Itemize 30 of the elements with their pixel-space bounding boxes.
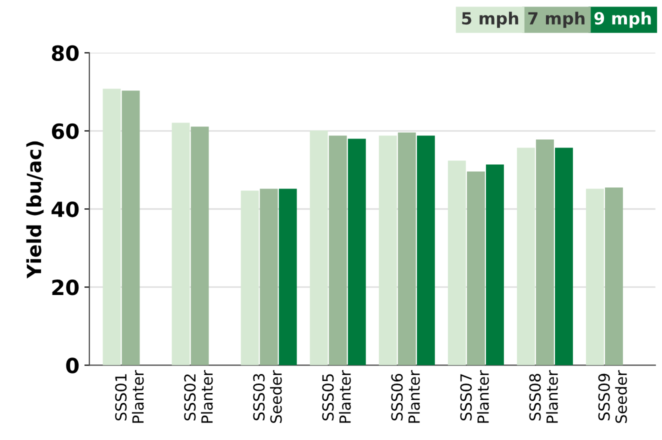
bar	[466, 172, 485, 366]
bar	[278, 188, 297, 366]
y-tick-label: 0	[66, 358, 79, 374]
bar	[486, 164, 504, 366]
x-tick-label: SSS07 Planter	[460, 370, 489, 423]
text: 9 mph	[594, 12, 651, 28]
text: 5 mph	[462, 12, 518, 28]
bar	[260, 188, 278, 366]
bar	[328, 136, 347, 366]
y-axis-title: Yield (bu/ac)	[26, 141, 44, 278]
y-tick-label: 60	[52, 123, 79, 140]
bar	[190, 126, 209, 366]
x-tick-label: SSS08 Planter	[529, 370, 558, 423]
bar	[536, 139, 554, 366]
bar	[122, 90, 140, 366]
bar	[348, 138, 366, 366]
x-tick-label: SSS02 Planter	[184, 370, 213, 423]
x-tick-label: SSS09 Seeder	[598, 370, 627, 423]
y-tick-label: 80	[52, 45, 79, 62]
x-tick-label: SSS01 Planter	[115, 370, 144, 423]
x-tick-label: SSS03 Seeder	[253, 370, 282, 423]
text: 7 mph	[528, 12, 584, 28]
y-tick-label: 40	[52, 201, 79, 218]
bar	[554, 148, 573, 366]
y-tick-label: 20	[52, 280, 79, 296]
bar	[398, 132, 416, 366]
x-tick-label: SSS05 Planter	[322, 370, 351, 423]
x-tick-label: SSS06 Planter	[391, 370, 420, 423]
bar	[416, 136, 435, 366]
bar	[604, 188, 623, 366]
